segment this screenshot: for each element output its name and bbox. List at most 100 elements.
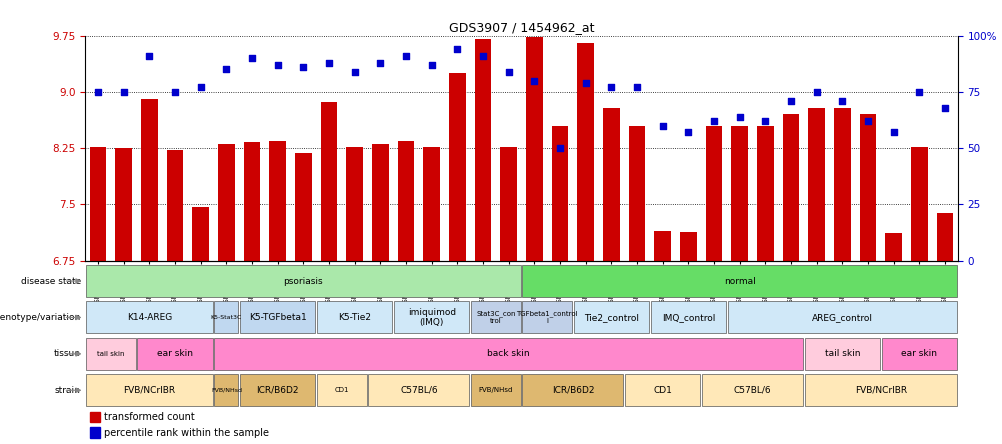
Bar — [679, 232, 696, 261]
Point — [834, 97, 850, 104]
Text: FVB/NCrIBR: FVB/NCrIBR — [854, 386, 906, 395]
Point — [321, 59, 337, 66]
Bar — [624, 374, 699, 406]
Bar — [573, 301, 648, 333]
Bar — [885, 233, 901, 261]
Text: CD1: CD1 — [652, 386, 671, 395]
Bar — [141, 99, 157, 261]
Text: ICR/B6D2: ICR/B6D2 — [257, 386, 299, 395]
Point — [192, 84, 208, 91]
Point — [526, 77, 542, 84]
Point — [423, 61, 439, 68]
Bar — [214, 374, 238, 406]
Bar — [89, 412, 100, 423]
Text: FVB/NHsd: FVB/NHsd — [210, 388, 241, 393]
Bar — [522, 301, 571, 333]
Text: K5-Tie2: K5-Tie2 — [338, 313, 371, 322]
Text: AREG_control: AREG_control — [811, 313, 872, 322]
Bar — [525, 37, 542, 261]
Point — [500, 68, 516, 75]
Point — [295, 63, 311, 71]
Bar — [577, 43, 593, 261]
Bar — [394, 301, 469, 333]
Point — [475, 52, 491, 59]
Bar — [89, 427, 100, 438]
Point — [705, 118, 721, 125]
Bar — [86, 338, 135, 370]
Point — [654, 122, 670, 129]
Bar — [859, 114, 876, 261]
Bar — [423, 147, 440, 261]
Text: C57BL/6: C57BL/6 — [400, 386, 437, 395]
Bar — [471, 374, 520, 406]
Bar — [834, 108, 850, 261]
Bar — [217, 144, 234, 261]
Text: K5-Stat3C: K5-Stat3C — [210, 315, 241, 320]
Point — [885, 129, 901, 136]
Text: IMQ_control: IMQ_control — [661, 313, 714, 322]
Bar — [166, 151, 183, 261]
Point — [757, 118, 773, 125]
Bar — [86, 265, 520, 297]
Text: FVB/NHsd: FVB/NHsd — [478, 387, 513, 393]
Point — [911, 88, 927, 95]
Text: ear skin: ear skin — [901, 349, 937, 358]
Bar — [346, 147, 363, 261]
Bar — [89, 147, 106, 261]
Point — [679, 129, 695, 136]
Bar — [115, 148, 132, 261]
Bar — [730, 126, 747, 261]
Bar — [243, 142, 261, 261]
Title: GDS3907 / 1454962_at: GDS3907 / 1454962_at — [448, 21, 594, 34]
Bar — [471, 301, 520, 333]
Bar — [239, 374, 316, 406]
Point — [577, 79, 593, 86]
Text: transformed count: transformed count — [104, 412, 195, 422]
Bar — [137, 338, 212, 370]
Bar — [551, 126, 568, 261]
Text: FVB/NCrIBR: FVB/NCrIBR — [123, 386, 175, 395]
Bar — [757, 126, 773, 261]
Bar — [321, 102, 337, 261]
Bar — [317, 301, 392, 333]
Bar — [192, 206, 208, 261]
Text: genotype/variation: genotype/variation — [0, 313, 81, 322]
Text: K14-AREG: K14-AREG — [126, 313, 172, 322]
Bar — [653, 230, 670, 261]
Point — [449, 45, 465, 52]
Bar — [782, 114, 799, 261]
Point — [141, 52, 157, 59]
Bar — [650, 301, 725, 333]
Bar — [449, 73, 465, 261]
Text: strain: strain — [55, 386, 81, 395]
Bar — [214, 301, 238, 333]
Text: TGFbeta1_control
l: TGFbeta1_control l — [516, 311, 577, 324]
Bar — [910, 147, 927, 261]
Point — [859, 118, 875, 125]
Bar — [804, 374, 956, 406]
Text: imiquimod
(IMQ): imiquimod (IMQ) — [407, 308, 455, 327]
Bar — [701, 374, 803, 406]
Point — [243, 55, 260, 62]
Text: psoriasis: psoriasis — [284, 277, 323, 285]
Bar — [86, 301, 212, 333]
Bar — [372, 144, 389, 261]
Text: Stat3C_con
trol: Stat3C_con trol — [476, 311, 515, 324]
Bar — [628, 126, 644, 261]
Point — [115, 88, 131, 95]
Bar — [474, 39, 491, 261]
Point — [628, 84, 644, 91]
Point — [372, 59, 388, 66]
Bar — [808, 108, 825, 261]
Bar — [804, 338, 879, 370]
Bar — [368, 374, 469, 406]
Point — [90, 88, 106, 95]
Bar — [398, 141, 414, 261]
Point — [783, 97, 799, 104]
Point — [730, 113, 746, 120]
Text: Tie2_control: Tie2_control — [583, 313, 638, 322]
Bar — [705, 126, 721, 261]
Text: tail skin: tail skin — [97, 351, 124, 357]
Text: normal: normal — [723, 277, 755, 285]
Bar — [936, 214, 953, 261]
